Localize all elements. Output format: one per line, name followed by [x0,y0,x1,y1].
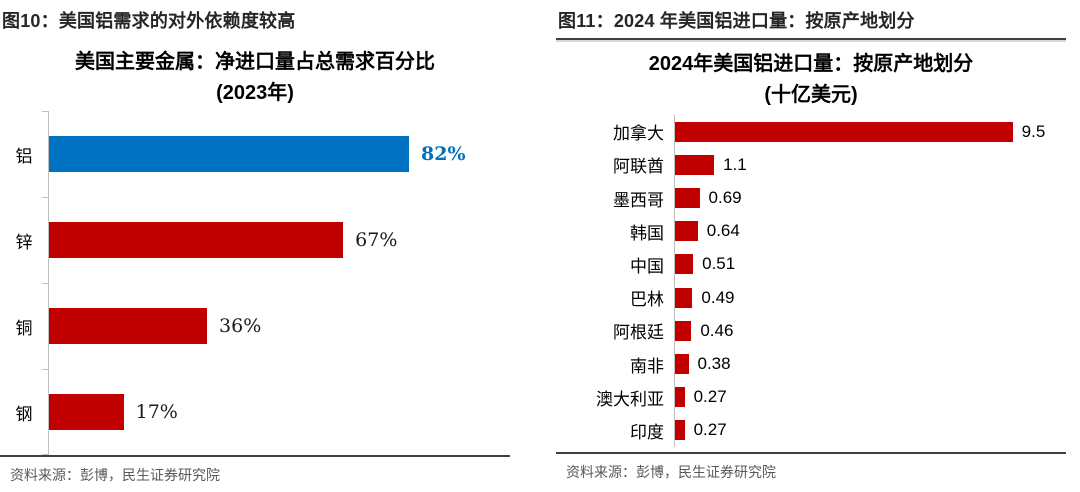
bar-row: 铝 82% [0,111,510,197]
bar-track: 67% [48,197,510,283]
axis-tick [42,111,48,112]
value-label: 0.64 [706,221,740,241]
bar-row: 澳大利亚 0.27 [556,380,1066,414]
figure10-footer-rule [0,455,510,457]
chart-title-line2: (十亿美元) [764,84,858,106]
bar-track: 36% [48,283,510,369]
figure10-panel: 图10：美国铝需求的对外依赖度较高 美国主要金属：净进口量占总需求百分比 (20… [0,0,510,492]
value-label: 36% [219,315,262,337]
figure11-footer-rule [556,452,1066,454]
category-label: 韩国 [630,223,664,244]
bar [675,420,685,441]
bar-track: 0.38 [674,347,1066,381]
figure10-footer: 资料来源：彭博，民生证券研究院 [0,455,510,492]
value-label: 17% [135,401,178,423]
bar-track: 82% [48,111,510,197]
chart-title: 美国主要金属：净进口量占总需求百分比 (2023年) [0,47,510,109]
category-label: 锌 [15,232,33,253]
bar-row: 钢 17% [0,369,510,455]
figure11-panel: 图11：2024 年美国铝进口量：按原产地划分 2024年美国铝进口量：按原产地… [556,0,1066,492]
axis-tick [42,283,48,284]
chart-title: 2024年美国铝进口量：按原产地划分 (十亿美元) [556,49,1066,111]
bar-row: 南非 0.38 [556,347,1066,381]
bar-row: 中国 0.51 [556,247,1066,282]
category-label: 铝 [15,146,33,167]
figure10-caption: 图10：美国铝需求的对外依赖度较高 [2,11,296,31]
bar [675,188,700,208]
axis-tick [42,369,48,370]
bar [49,136,410,172]
category-label: 钢 [15,404,33,425]
category-label: 南非 [630,356,664,377]
category-label: 中国 [630,256,664,277]
bar-track: 0.27 [674,413,1066,448]
category-label: 阿根廷 [613,323,664,344]
bar-track: 17% [48,369,510,455]
bar-row: 巴林 0.49 [556,281,1066,315]
category-label: 加拿大 [613,124,664,145]
value-label: 0.27 [693,387,727,407]
bar-row: 阿根廷 0.46 [556,314,1066,348]
axis-tick [42,197,48,198]
bar [675,121,1013,142]
bar-track: 1.1 [674,148,1066,182]
bar-track: 0.69 [674,181,1066,215]
category-label: 澳大利亚 [596,389,664,410]
bar-row: 阿联酋 1.1 [556,148,1066,182]
bar [675,387,685,408]
bar [49,308,208,344]
bar [675,254,694,275]
chart-title-line1: 美国主要金属：净进口量占总需求百分比 [75,51,435,73]
value-label: 0.69 [708,188,742,207]
figure11-source: 资料来源：彭博，民生证券研究院 [566,464,776,480]
figure11-footer: 资料来源：彭博，民生证券研究院 [556,452,1066,492]
value-label: 1.1 [723,154,747,174]
chart-title-line1: 2024年美国铝进口量：按原产地划分 [648,53,974,75]
category-label: 铜 [15,318,33,339]
us-metals-import-dependency-chart: 美国主要金属：净进口量占总需求百分比 (2023年) 铝 82% [0,38,510,455]
value-label: 0.51 [702,254,736,274]
category-label: 阿联酋 [613,157,664,178]
bar [675,354,689,375]
bar-track: 9.5 [674,115,1066,149]
us-aluminum-imports-by-origin-chart: 2024年美国铝进口量：按原产地划分 (十亿美元) 加拿大 9.5 阿联酋 [556,40,1066,452]
bar [675,221,698,242]
bar-track: 0.64 [674,214,1066,248]
value-label: 0.49 [701,287,735,307]
bar-row: 印度 0.27 [556,413,1066,448]
value-label: 0.27 [693,420,727,440]
category-label: 巴林 [630,290,664,311]
bar-track: 0.51 [674,247,1066,282]
bar-row: 韩国 0.64 [556,214,1066,248]
category-label: 印度 [630,422,664,443]
bar [49,222,344,258]
bar-row: 锌 67% [0,197,510,283]
bar-row: 加拿大 9.5 [556,115,1066,149]
value-label: 0.46 [700,320,734,340]
bar-row: 墨西哥 0.69 [556,181,1066,215]
value-label: 67% [355,229,398,251]
right-bar-plot: 加拿大 9.5 阿联酋 1.1 [556,115,1066,448]
value-label: 82% [421,143,466,165]
value-label: 0.38 [697,354,731,374]
bar [675,154,715,175]
bar [675,320,692,341]
category-label: 墨西哥 [613,190,664,211]
figure11-caption-rule [556,38,1066,40]
bar [675,287,693,308]
figure11-caption: 图11：2024 年美国铝进口量：按原产地划分 [558,11,915,31]
bar-track: 0.49 [674,281,1066,315]
bar-row: 铜 36% [0,283,510,369]
chart-title-line2: (2023年) [216,82,294,104]
axis-tick [42,454,48,455]
bar [49,394,124,430]
value-label: 9.5 [1021,121,1046,141]
left-bar-plot: 铝 82% 锌 67% [0,111,510,455]
bar-track: 0.27 [674,380,1066,414]
bar-track: 0.46 [674,314,1066,348]
figure10-source: 资料来源：彭博，民生证券研究院 [10,467,220,483]
